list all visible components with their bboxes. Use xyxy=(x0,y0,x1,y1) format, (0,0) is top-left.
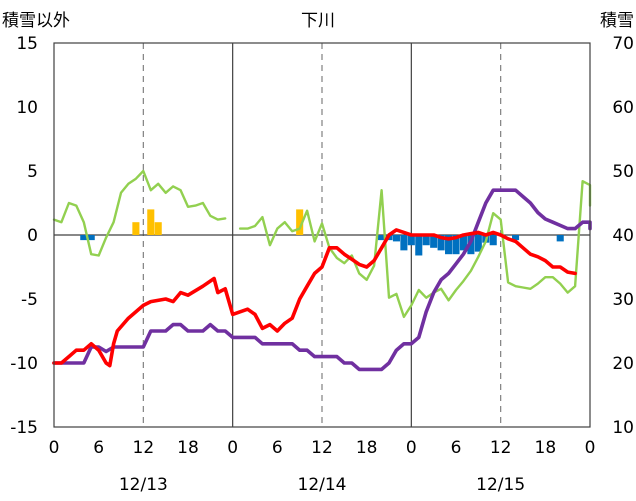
y-right-tick-label: 60 xyxy=(612,98,634,118)
bar-mark xyxy=(407,235,415,246)
bar-mark xyxy=(489,235,497,246)
bar-mark xyxy=(80,235,88,241)
x-tick-label: 6 xyxy=(93,438,104,458)
x-day-label: 12/14 xyxy=(298,475,347,495)
bar-mark xyxy=(415,235,423,256)
y-right-tick-label: 30 xyxy=(612,290,634,310)
x-tick-label: 6 xyxy=(272,438,283,458)
bar-mark xyxy=(296,209,304,235)
left-axis-label: 積雪以外 xyxy=(2,11,70,31)
x-tick-label: 0 xyxy=(585,438,596,458)
x-tick-label: 18 xyxy=(177,438,199,458)
x-tick-label: 18 xyxy=(356,438,378,458)
y-right-tick-label: 50 xyxy=(612,162,634,182)
bar-mark xyxy=(474,235,482,252)
x-tick-label: 0 xyxy=(227,438,238,458)
right-axis-label: 積雪 xyxy=(600,11,634,31)
bar-mark xyxy=(445,235,453,255)
bar-mark xyxy=(132,222,140,235)
bar-mark xyxy=(400,235,408,251)
chart-title: 下川 xyxy=(301,11,335,31)
y-left-tick-label: -5 xyxy=(21,290,38,310)
y-left-tick-label: -15 xyxy=(10,418,38,438)
y-right-tick-label: 40 xyxy=(612,226,634,246)
bar-mark xyxy=(378,235,386,241)
bar-mark xyxy=(452,235,460,255)
plot-frame xyxy=(53,42,591,428)
bar-mark xyxy=(87,235,95,241)
bar-mark xyxy=(430,235,438,248)
line-series-layer xyxy=(52,169,592,372)
bar-mark xyxy=(437,235,445,251)
bar-mark xyxy=(392,235,400,242)
bar-mark xyxy=(154,222,162,235)
series-line xyxy=(52,169,227,257)
y-left-tick-label: -10 xyxy=(10,354,38,374)
x-day-label: 12/13 xyxy=(119,475,168,495)
bar-mark xyxy=(147,209,155,235)
x-tick-label: 18 xyxy=(535,438,557,458)
y-left-tick-label: 0 xyxy=(27,226,38,246)
y-right-tick-label: 20 xyxy=(612,354,634,374)
bar-mark xyxy=(556,235,564,242)
y-left-tick-label: 5 xyxy=(27,162,38,182)
x-day-label: 12/15 xyxy=(476,475,525,495)
plot-border xyxy=(53,42,591,428)
x-tick-label: 12 xyxy=(490,438,512,458)
y-right-tick-label: 70 xyxy=(612,34,634,54)
y-left-tick-label: 10 xyxy=(16,98,38,118)
x-tick-label: 12 xyxy=(133,438,155,458)
bar-mark xyxy=(512,235,520,241)
x-tick-label: 12 xyxy=(311,438,333,458)
y-left-tick-label: 15 xyxy=(16,34,38,54)
x-tick-label: 0 xyxy=(49,438,60,458)
y-right-tick-label: 10 xyxy=(612,418,634,438)
bar-mark xyxy=(422,235,430,246)
bar-mark xyxy=(459,235,467,251)
x-tick-label: 0 xyxy=(406,438,417,458)
x-tick-label: 6 xyxy=(451,438,462,458)
grid-layer xyxy=(54,43,590,427)
series-line xyxy=(52,188,592,372)
series-line xyxy=(52,228,577,368)
series-line xyxy=(238,179,592,319)
